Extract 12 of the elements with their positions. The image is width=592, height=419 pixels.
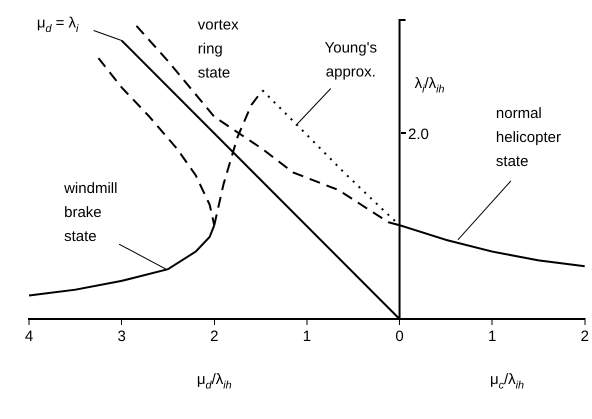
x-tick-label: 1 [488, 328, 496, 346]
x-tick-label: 3 [117, 328, 126, 346]
x-tick-label: 2 [580, 328, 589, 346]
x-tick-label: 2 [210, 328, 218, 346]
annotation: windmill brake state [63, 180, 118, 246]
annotation: vortex ring state [198, 16, 240, 82]
x-tick-label: 1 [302, 328, 312, 346]
annotation: normal helicopter state [496, 104, 561, 170]
x-tick-label: 4 [24, 328, 34, 346]
x-tick-label: 0 [395, 328, 404, 346]
annotation: 2.0 [408, 126, 429, 143]
annotation: Young's approx. [324, 40, 377, 81]
